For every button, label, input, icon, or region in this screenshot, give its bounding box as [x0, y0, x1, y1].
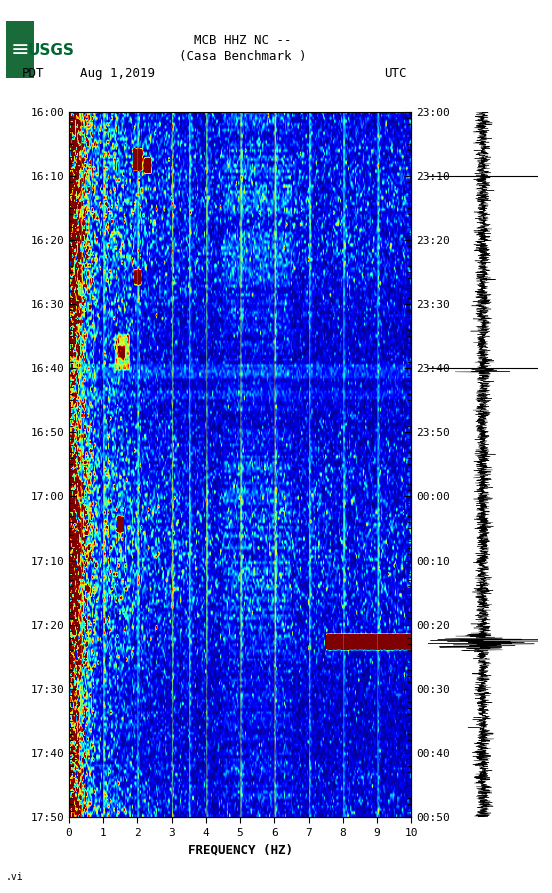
Text: Aug 1,2019: Aug 1,2019: [80, 67, 155, 79]
Text: UTC: UTC: [384, 67, 406, 79]
Text: USGS: USGS: [28, 43, 75, 57]
FancyBboxPatch shape: [6, 21, 34, 78]
Text: ≡: ≡: [10, 40, 29, 60]
Text: .vi: .vi: [6, 872, 23, 882]
Text: (Casa Benchmark ): (Casa Benchmark ): [179, 50, 306, 63]
Text: PDT: PDT: [22, 67, 45, 79]
X-axis label: FREQUENCY (HZ): FREQUENCY (HZ): [188, 843, 293, 856]
Text: MCB HHZ NC --: MCB HHZ NC --: [194, 34, 291, 46]
